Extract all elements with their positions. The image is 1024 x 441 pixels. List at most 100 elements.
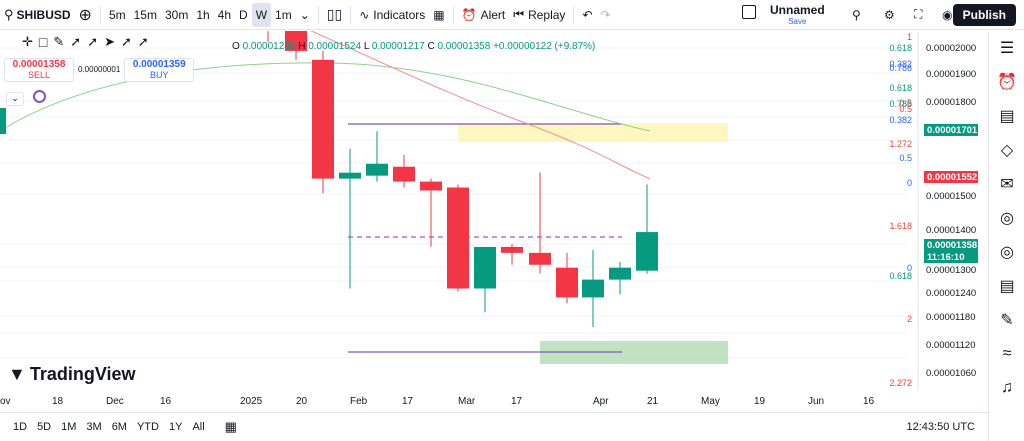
templates-button[interactable]: ▦ xyxy=(429,0,448,30)
pencil-icon[interactable]: ✎ xyxy=(1000,312,1014,329)
refresh-icon[interactable] xyxy=(33,90,46,103)
buy-label: BUY xyxy=(150,70,169,80)
sell-button[interactable]: 0.00001358 SELL xyxy=(4,58,74,82)
range-1m[interactable]: 1M xyxy=(61,421,77,433)
price-label: 0.00001358 xyxy=(927,240,977,251)
trade-panel: 0.00001358 SELL 0.00000001 0.00001359 BU… xyxy=(4,58,195,82)
range-ytd[interactable]: YTD xyxy=(136,421,159,433)
price-tick: 0.00001300 xyxy=(926,265,976,276)
trend-tool-icon[interactable]: ➚ xyxy=(121,34,132,49)
ray-tool-icon[interactable]: ➚ xyxy=(87,34,99,49)
candle xyxy=(312,59,334,179)
layout-name-button[interactable]: Unnamed Save xyxy=(742,3,825,26)
replay-button[interactable]: ⏮ Replay xyxy=(509,0,569,30)
candle xyxy=(474,246,496,289)
candles-icon: ▯▯ xyxy=(326,6,343,22)
collapse-legend-button[interactable]: ⌄ xyxy=(6,92,24,106)
undo-button[interactable]: ↶ xyxy=(578,0,596,30)
search-icon: ⚲ xyxy=(4,6,14,22)
fullscreen-icon: ⛶ xyxy=(914,7,923,21)
tf-w[interactable]: W xyxy=(251,2,272,27)
arrow-tool-icon[interactable]: ➚ xyxy=(137,34,149,49)
time-tick: ov xyxy=(0,396,11,407)
price-tick: 0.00001120 xyxy=(926,340,976,351)
bell-icon[interactable]: ♫ xyxy=(1001,379,1013,396)
ohlc-o-label: O xyxy=(232,41,240,52)
select-box-icon[interactable]: □ xyxy=(38,34,48,50)
spread-value: 0.00000001 xyxy=(78,65,121,74)
time-tick: Apr xyxy=(593,396,609,407)
tf-1h[interactable]: 1h xyxy=(196,7,210,22)
tf-30m[interactable]: 30m xyxy=(164,7,189,22)
fib-level-label: 0.618 xyxy=(889,83,912,93)
tv-logo-icon: ▼ xyxy=(8,364,26,384)
range-1d[interactable]: 1D xyxy=(13,421,28,433)
price-label-box xyxy=(924,251,978,263)
brush-icon[interactable]: ✎ xyxy=(53,34,65,49)
tf-5m[interactable]: 5m xyxy=(108,7,126,22)
redo-button[interactable]: ↷ xyxy=(597,0,615,30)
alert-button[interactable]: ⏰ Alert xyxy=(458,0,510,30)
indicators-button[interactable]: ∿ Indicators xyxy=(355,0,429,30)
fib-zone-lower xyxy=(540,341,728,364)
target-icon[interactable]: ◎ xyxy=(1000,244,1014,261)
fib-level-label: 0.786 xyxy=(889,99,912,109)
fib-level-label: 0 xyxy=(907,178,912,188)
range-6m[interactable]: 6M xyxy=(111,421,127,433)
settings-button[interactable]: ⚙ xyxy=(880,0,899,30)
calendar-icon[interactable]: ▤ xyxy=(999,278,1015,295)
time-tick: 19 xyxy=(754,396,766,407)
range-all[interactable]: All xyxy=(192,421,205,433)
alarm-icon: ⏰ xyxy=(461,7,477,22)
ideas-icon[interactable]: ◎ xyxy=(1000,210,1014,227)
utc-clock[interactable]: 12:43:50 UTC xyxy=(906,421,975,433)
layout-save-status: Save xyxy=(788,17,807,26)
stream-icon[interactable]: ≈ xyxy=(1002,345,1012,362)
fullscreen-button[interactable]: ⛶ xyxy=(910,0,926,30)
fib-level-label: 0.382 xyxy=(889,115,912,125)
ohlc-c-label: C xyxy=(427,41,435,52)
snapshot-button[interactable]: ◉ xyxy=(938,0,956,30)
crosshair-icon[interactable]: ✛ xyxy=(22,34,33,49)
watchlist-icon[interactable]: ☰ xyxy=(999,40,1015,57)
alarm-clock-icon[interactable]: ⏰ xyxy=(997,74,1017,91)
tf-d[interactable]: D xyxy=(239,7,248,22)
layers-icon[interactable]: ◇ xyxy=(1000,142,1014,159)
time-tick: Feb xyxy=(350,396,368,407)
zoom-icon: ⚲ xyxy=(852,7,861,22)
candle xyxy=(636,232,658,271)
tf-1m[interactable]: 1m xyxy=(275,7,292,22)
green-side-bar xyxy=(0,108,6,134)
tf-15m[interactable]: 15m xyxy=(133,7,157,22)
chart-type-button[interactable]: ▯▯ xyxy=(323,0,346,30)
range-5d[interactable]: 5D xyxy=(37,421,52,433)
fib-level-label: 0.5 xyxy=(899,153,912,163)
cursor-icon[interactable]: ➤ xyxy=(104,34,115,49)
ohlc-c-value: 0.00001358 xyxy=(437,41,491,52)
ma-line-red xyxy=(299,25,651,180)
line-tool-icon[interactable]: ➚ xyxy=(70,34,82,49)
divider xyxy=(99,5,101,24)
tf-dropdown[interactable]: ⌄ xyxy=(296,0,314,30)
goto-date-icon[interactable]: ▦ xyxy=(224,419,237,434)
data-window-icon[interactable]: ▤ xyxy=(999,108,1015,125)
candle xyxy=(582,279,604,298)
range-1y[interactable]: 1Y xyxy=(168,421,183,433)
symbol-name: SHIBUSD xyxy=(16,7,71,22)
brand-name: TradingView xyxy=(29,364,136,384)
quick-search-button[interactable]: ⚲ xyxy=(848,0,865,30)
publish-button[interactable]: Publish xyxy=(952,4,1016,26)
tf-4h[interactable]: 4h xyxy=(217,7,232,22)
square-icon xyxy=(742,5,756,19)
fib-level-label: 2.272 xyxy=(889,378,912,388)
compare-button[interactable]: ⊕ xyxy=(75,0,96,30)
range-3m[interactable]: 3M xyxy=(86,421,102,433)
fib-level-label: 0.786 xyxy=(889,63,912,73)
buy-button[interactable]: 0.00001359 BUY xyxy=(124,58,195,82)
fib-level-label: 1 xyxy=(907,32,912,42)
chat-icon[interactable]: ✉ xyxy=(1000,176,1014,193)
price-tick: 0.00001900 xyxy=(926,69,976,80)
chart-area[interactable]: 1 0.618 0.382 0.786 0.618 0.5 0.786 0.5 0.382 1.2… xyxy=(0,0,988,412)
symbol-search-button[interactable]: ⚲ SHIBUSD xyxy=(0,0,75,30)
price-chart[interactable]: 10.6180.3820.7860.6180.50.7860.50.3821.2… xyxy=(0,0,988,412)
